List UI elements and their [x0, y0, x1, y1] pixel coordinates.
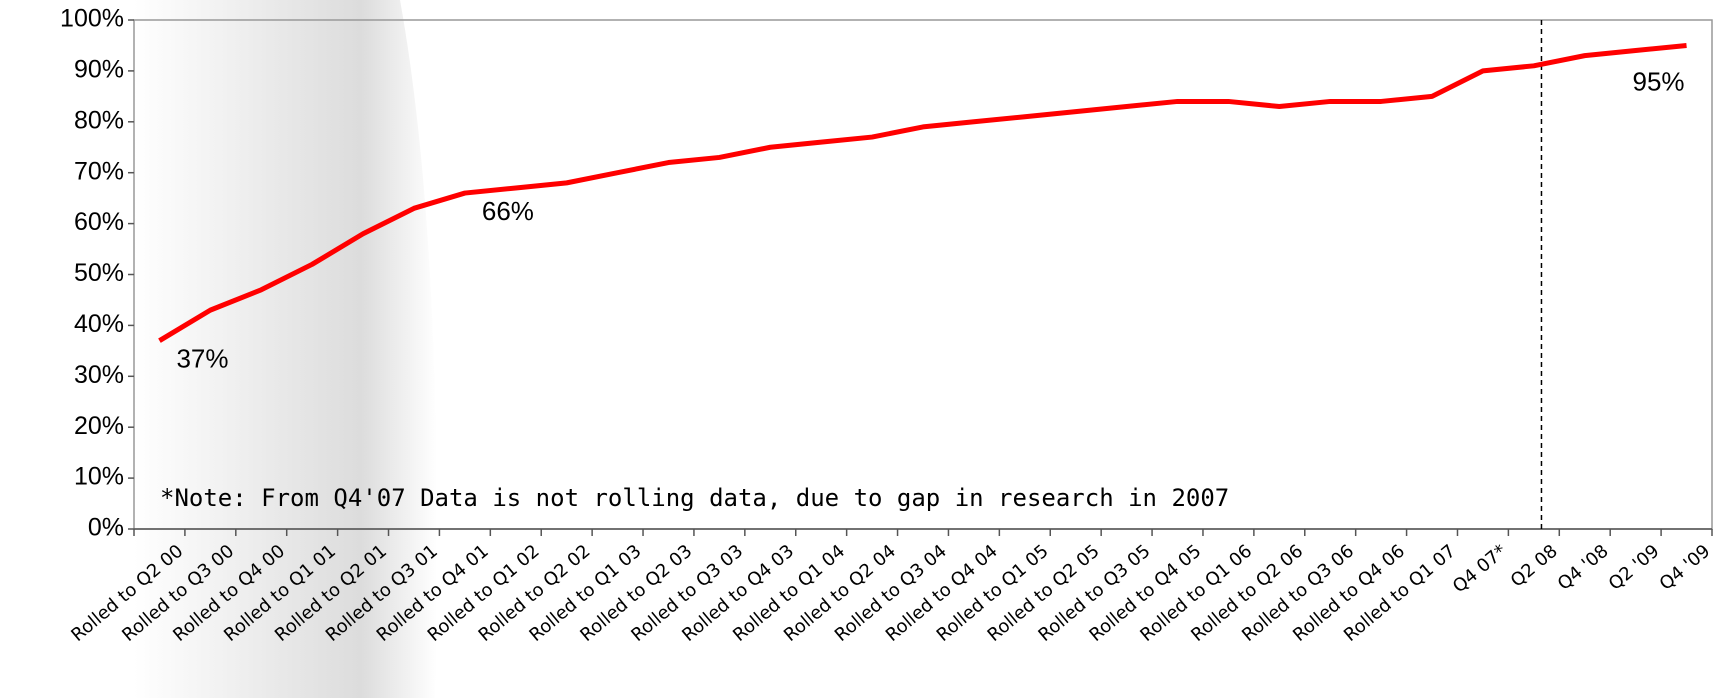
y-tick-label: 50% [74, 259, 124, 287]
data-label: 37% [176, 344, 228, 374]
background-shade [134, 0, 437, 698]
y-tick-label: 90% [74, 56, 124, 84]
y-tick-label: 70% [74, 157, 124, 185]
data-line [158, 42, 1687, 343]
x-tick-label: Q2 '09 [1605, 541, 1664, 595]
y-tick-label: 60% [74, 208, 124, 236]
x-tick-label: Q4 '09 [1656, 541, 1715, 595]
data-label: 66% [482, 196, 534, 226]
note: *Note: From Q4'07 Data is not rolling da… [160, 484, 1229, 512]
x-tick-label: Q4 '08 [1554, 541, 1613, 595]
x-tick-label: Q4 07* [1449, 541, 1511, 598]
y-tick-label: 40% [74, 310, 124, 338]
y-tick-label: 100% [60, 5, 124, 33]
x-tick-label: Q2 08 [1507, 541, 1562, 592]
y-tick-label: 0% [88, 514, 124, 542]
y-tick-label: 20% [74, 412, 124, 440]
y-tick-label: 80% [74, 106, 124, 134]
data-label: 95% [1633, 66, 1685, 96]
y-tick-label: 30% [74, 361, 124, 389]
y-tick-label: 10% [74, 463, 124, 491]
